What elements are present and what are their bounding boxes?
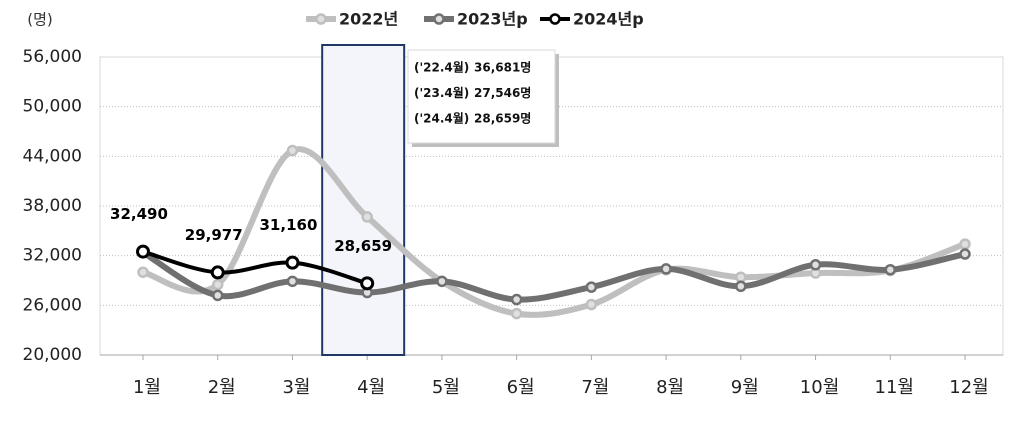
legend-marker — [549, 13, 561, 25]
legend-marker — [315, 13, 327, 25]
data-label: 29,977 — [185, 226, 243, 244]
point-marker — [809, 259, 822, 271]
data-label: 31,160 — [260, 216, 318, 234]
point-marker — [959, 238, 971, 250]
point-marker — [884, 263, 897, 276]
point-marker — [585, 298, 598, 311]
x-tick-label: 10월 — [800, 377, 839, 398]
legend-label: 2024년p — [573, 10, 644, 29]
point-marker — [210, 265, 225, 280]
x-tick-label: 2월 — [208, 377, 236, 398]
x-tick-label: 4월 — [357, 377, 385, 398]
point-marker — [735, 280, 747, 293]
y-tick-label: 26,000 — [23, 295, 82, 315]
tooltip-label: ('23.4월) — [414, 85, 469, 100]
point-marker — [286, 275, 299, 288]
x-tick-label: 5월 — [432, 377, 460, 398]
series-line — [141, 249, 370, 286]
y-tick-label: 38,000 — [23, 196, 82, 216]
data-label: 32,490 — [110, 205, 168, 223]
x-tick-label: 3월 — [282, 377, 310, 398]
point-marker — [585, 281, 598, 293]
point-marker — [361, 211, 373, 223]
x-tick-label: 8월 — [656, 377, 684, 398]
y-tick-label: 32,000 — [23, 246, 82, 266]
data-label: 28,659 — [334, 237, 392, 255]
point-marker — [136, 244, 150, 259]
tooltip-value: 28,659명 — [474, 112, 531, 126]
point-marker — [286, 144, 299, 157]
x-tick-label: 9월 — [731, 377, 759, 398]
tooltip-label: ('24.4월) — [414, 111, 469, 126]
point-marker — [137, 266, 149, 278]
tooltip-box — [407, 49, 556, 144]
tooltip-label: ('22.4월) — [414, 60, 469, 75]
point-marker — [510, 293, 523, 306]
x-tick-label: 1월 — [133, 377, 161, 398]
y-tick-label: 44,000 — [23, 146, 82, 166]
y-tick-label: 50,000 — [23, 97, 82, 117]
legend-label: 2023년p — [457, 10, 528, 29]
point-marker — [959, 248, 971, 260]
legend-marker — [433, 13, 445, 25]
x-tick-label: 12월 — [949, 377, 988, 398]
point-marker — [510, 307, 523, 320]
unit-label: (명) — [27, 11, 53, 29]
tooltip-value: 27,546명 — [474, 86, 531, 100]
highlight-box — [321, 44, 406, 356]
point-marker — [211, 278, 224, 291]
point-marker — [285, 255, 300, 270]
x-tick-label: 7월 — [581, 377, 609, 398]
y-tick-label: 20,000 — [23, 345, 82, 365]
point-marker — [660, 263, 672, 275]
tooltip-value: 36,681명 — [474, 61, 531, 75]
point-marker — [436, 275, 448, 288]
legend-label: 2022년 — [339, 10, 398, 29]
x-tick-label: 6월 — [507, 377, 535, 398]
y-tick-label: 56,000 — [23, 47, 82, 67]
x-tick-label: 11월 — [875, 377, 914, 398]
point-marker — [360, 276, 375, 291]
point-marker — [735, 271, 747, 283]
point-marker — [211, 289, 224, 302]
